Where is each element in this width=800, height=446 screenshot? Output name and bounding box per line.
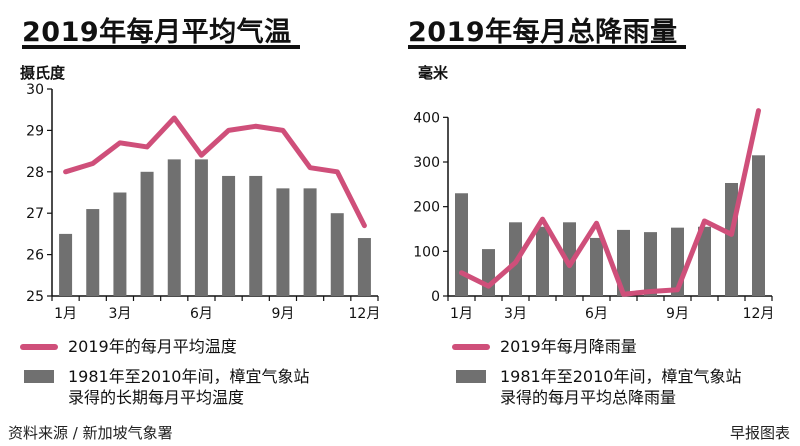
bar: [249, 175, 263, 296]
bar: [194, 159, 208, 296]
bar: [113, 192, 127, 296]
y-tick-label: 26: [26, 248, 44, 264]
temperature-plot: 25 26 27 28 29 30 1月 3月 6月 9月 12月: [26, 82, 381, 322]
series-line: [459, 108, 761, 297]
temperature-panel: 2019年每月平均气温 摄氏度 25 26 27 28 29 30 1月 3月 6月 9月 12月 …: [0, 0, 400, 420]
bar: [222, 175, 236, 296]
rainfall-plot: 0 100 200 300 400 1月 3月 6月 9月 12月: [413, 108, 775, 322]
x-tick-label: 1月: [54, 306, 77, 322]
bar: [482, 249, 495, 296]
y-axis-label: 摄氏度: [20, 64, 66, 82]
legend-text: 2019年每月降雨量: [500, 337, 637, 356]
legend-bar-swatch: [24, 370, 54, 383]
source-note: 资料来源 / 新加坡气象署: [8, 424, 173, 442]
x-tick-label: 6月: [585, 306, 608, 322]
bar: [59, 233, 73, 296]
bar: [357, 238, 371, 296]
rainfall-panel: 2019年每月总降雨量 毫米 0 100 200 300 400 1月 3月 6月 9月 12月 …: [400, 0, 800, 420]
y-tick-label: 30: [26, 82, 44, 98]
legend-line-swatch: [20, 344, 58, 350]
y-tick-label: 200: [413, 200, 440, 216]
bar: [276, 188, 290, 296]
y-tick-label: 400: [413, 110, 440, 126]
y-tick-label: 27: [26, 206, 44, 222]
y-tick-label: 300: [413, 155, 440, 171]
x-tick-label: 3月: [504, 306, 527, 322]
legend-text: 录得的每月平均总降雨量: [500, 388, 677, 407]
bar: [303, 188, 317, 296]
x-tick-label: 12月: [349, 306, 381, 322]
bar: [455, 193, 468, 296]
x-tick-label: 3月: [108, 306, 131, 322]
legend-bar-swatch: [456, 370, 486, 383]
y-axis-label: 毫米: [418, 64, 449, 82]
y-tick-label: 100: [413, 244, 440, 260]
title-underline: [22, 45, 300, 49]
bar: [140, 171, 154, 296]
bar: [752, 155, 765, 296]
legend-text: 1981年至2010年间，樟宜气象站: [500, 367, 742, 386]
y-tick-label: 0: [431, 289, 440, 305]
legend-line-swatch: [452, 344, 490, 350]
bar: [167, 159, 181, 296]
x-tick-label: 9月: [666, 306, 689, 322]
legend-text: 2019年的每月平均温度: [68, 337, 237, 356]
bar: [330, 213, 344, 296]
y-tick-label: 29: [26, 123, 44, 139]
bar: [698, 226, 711, 296]
chart-title: 2019年每月平均气温: [22, 17, 292, 48]
bar: [536, 226, 549, 296]
legend-text: 1981年至2010年间，樟宜气象站: [68, 367, 310, 386]
y-tick-label: 25: [26, 289, 44, 305]
x-tick-label: 1月: [450, 306, 473, 322]
series-line: [63, 115, 367, 229]
bar: [590, 237, 603, 296]
legend-text: 录得的长期每月平均温度: [68, 388, 245, 407]
y-tick-label: 28: [26, 165, 44, 181]
bar: [725, 182, 738, 296]
bar: [563, 222, 576, 296]
x-tick-label: 12月: [743, 306, 775, 322]
x-tick-label: 6月: [190, 306, 213, 322]
bar: [86, 209, 100, 296]
x-tick-label: 9月: [271, 306, 294, 322]
title-underline: [408, 45, 686, 49]
bar: [644, 232, 657, 296]
chart-title: 2019年每月总降雨量: [408, 17, 678, 48]
graphic-credit: 早报图表: [729, 424, 790, 442]
